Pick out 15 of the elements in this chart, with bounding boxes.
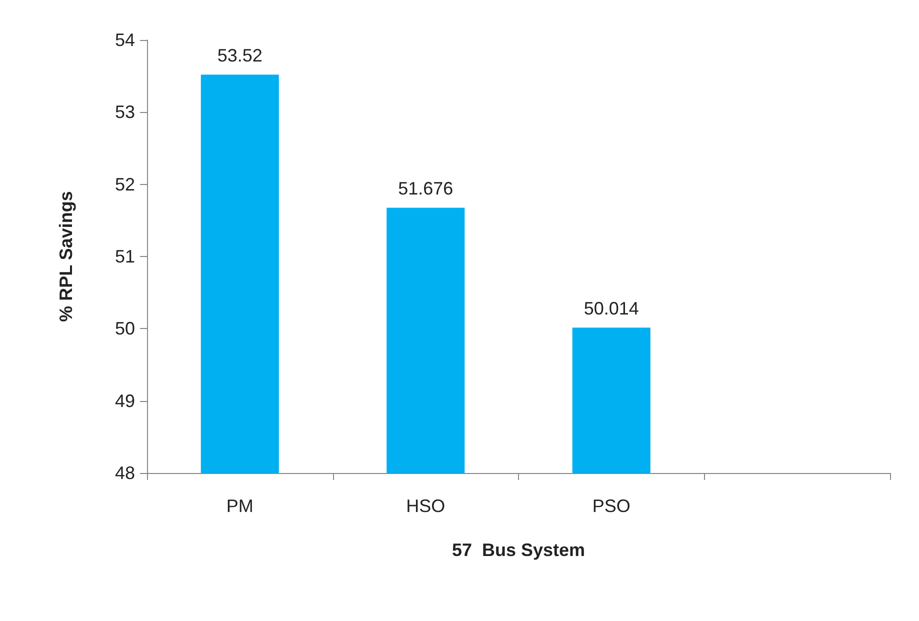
data-label: 50.014 — [584, 298, 639, 319]
y-tick-label: 51 — [114, 246, 135, 266]
x-tick-label: PSO — [592, 496, 630, 516]
x-tick-label: PM — [226, 496, 254, 516]
data-label: 53.52 — [217, 46, 262, 66]
y-tick-label: 49 — [114, 390, 135, 411]
y-tick-label: 52 — [114, 174, 135, 194]
x-tick-label: HSO — [406, 496, 446, 516]
y-tick-label: 48 — [114, 463, 135, 483]
y-tick-label: 50 — [114, 318, 135, 339]
x-axis-title: 57 Bus System — [452, 540, 586, 560]
y-tick-label: 53 — [114, 102, 135, 122]
data-label: 51.676 — [398, 178, 454, 199]
y-tick-label: 54 — [114, 30, 135, 50]
y-axis-title: % RPL Savings — [56, 191, 76, 322]
